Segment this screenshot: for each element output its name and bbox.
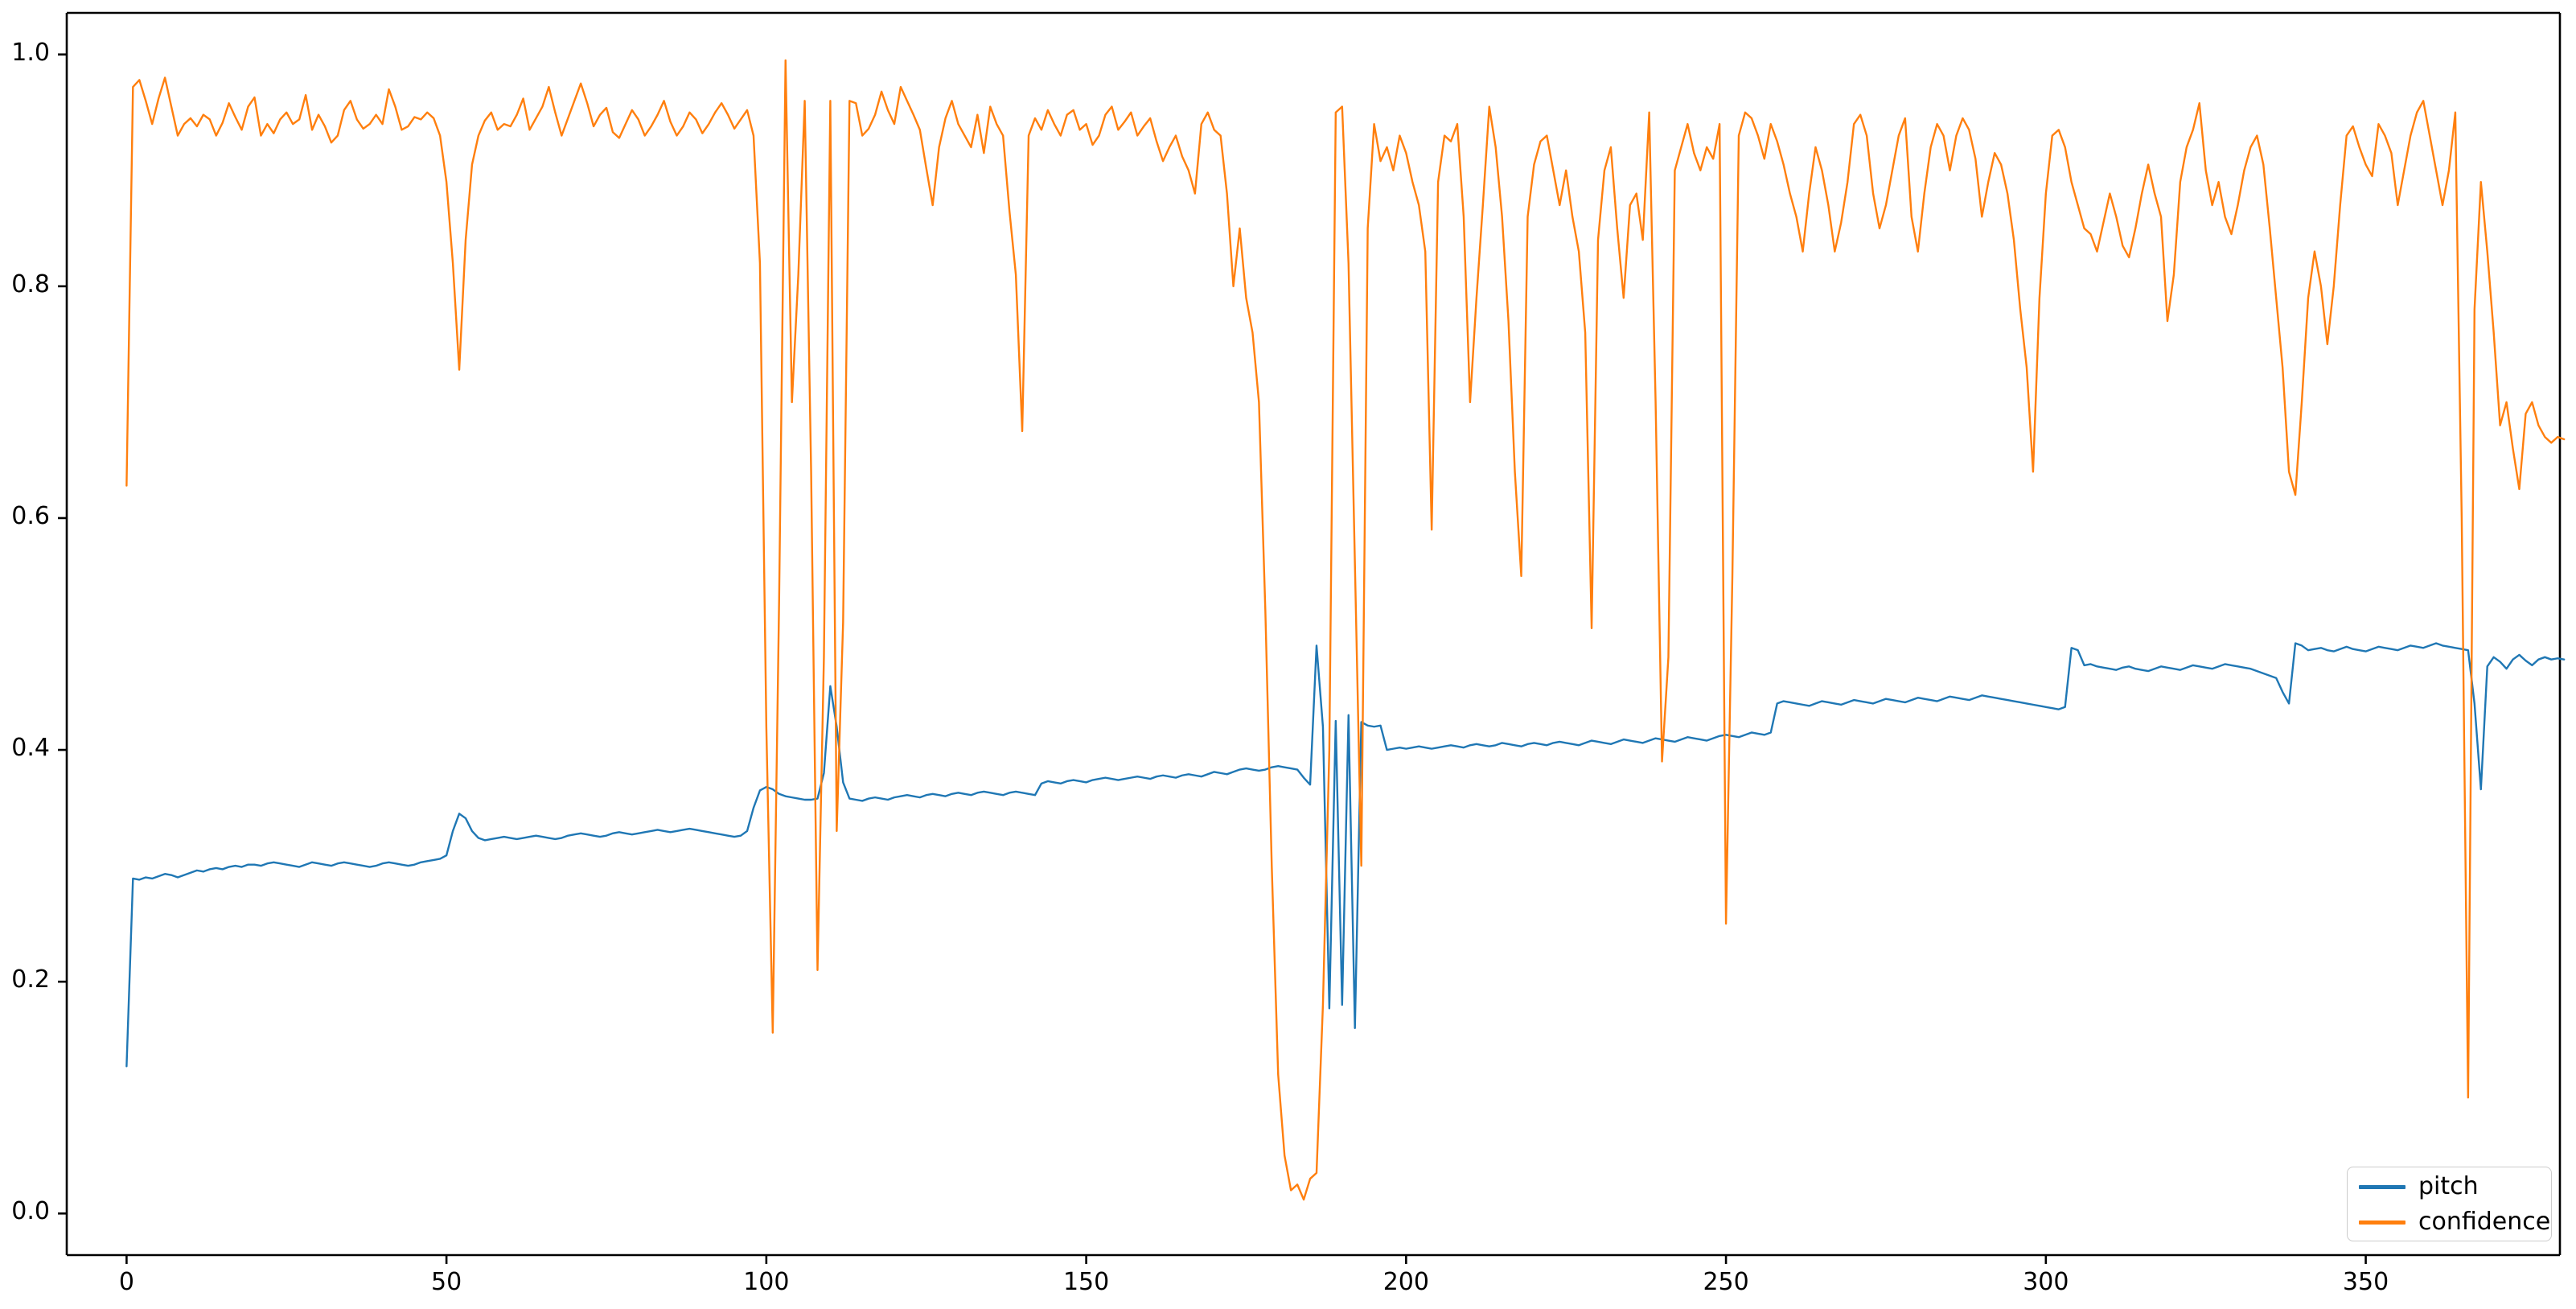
series-line-confidence xyxy=(125,59,2566,1201)
legend[interactable]: pitch confidence xyxy=(2347,1167,2552,1241)
legend-entry-confidence[interactable]: confidence xyxy=(2348,1206,2550,1238)
series-lines xyxy=(125,59,2566,1201)
x-tick-label: 250 xyxy=(1703,1268,1749,1296)
legend-entry-pitch[interactable]: pitch xyxy=(2348,1171,2479,1203)
x-tick-label: 0 xyxy=(118,1268,134,1296)
x-tick-label: 300 xyxy=(2023,1268,2069,1296)
y-tick-label: 0.0 xyxy=(11,1197,50,1226)
legend-label-confidence: confidence xyxy=(2418,1208,2551,1236)
y-tick-label: 0.2 xyxy=(11,965,50,994)
legend-swatch-confidence xyxy=(2359,1220,2405,1225)
legend-swatch-pitch xyxy=(2359,1184,2405,1189)
x-tick-label: 200 xyxy=(1382,1268,1429,1296)
y-tick-label: 0.4 xyxy=(11,734,50,763)
y-tick-label: 1.0 xyxy=(11,38,50,67)
x-tick-label: 350 xyxy=(2342,1268,2389,1296)
x-tick-label: 50 xyxy=(431,1268,462,1296)
y-tick-label: 0.6 xyxy=(11,501,50,530)
y-tick-label: 0.8 xyxy=(11,270,50,298)
legend-label-pitch: pitch xyxy=(2418,1172,2479,1200)
axes-spines xyxy=(65,11,2562,1257)
x-tick-label: 100 xyxy=(743,1268,790,1296)
axis-tick-marks xyxy=(58,53,2367,1264)
series-line-pitch xyxy=(125,642,2566,1068)
x-tick-label: 150 xyxy=(1062,1268,1110,1296)
